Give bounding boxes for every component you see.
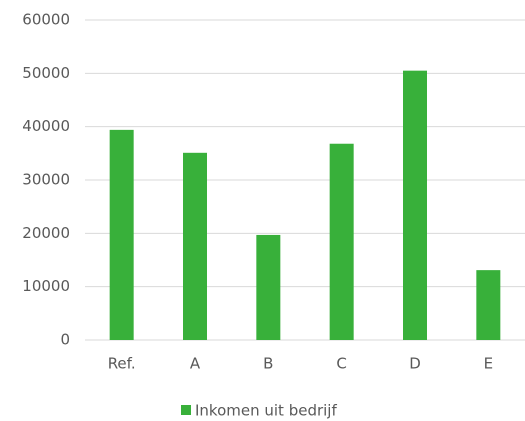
y-tick-label: 30000 — [22, 171, 70, 189]
legend-swatch — [181, 405, 191, 415]
bar — [183, 152, 207, 340]
x-tick-label: D — [409, 355, 421, 373]
bar — [329, 143, 354, 340]
y-tick-label: 10000 — [22, 277, 70, 295]
bar — [109, 129, 134, 340]
x-tick-label: B — [263, 355, 273, 373]
x-tick-label: E — [484, 355, 493, 373]
y-tick-label: 50000 — [22, 64, 70, 82]
bar — [476, 270, 501, 340]
bar — [403, 70, 427, 341]
y-tick-label: 60000 — [22, 11, 70, 29]
y-tick-label: 20000 — [22, 224, 70, 242]
y-tick-label: 40000 — [22, 117, 70, 135]
legend-label: Inkomen uit bedrijf — [195, 402, 337, 420]
bar — [256, 234, 281, 340]
x-tick-label: C — [336, 355, 346, 373]
x-tick-label: Ref. — [108, 355, 136, 373]
y-tick-label: 0 — [60, 331, 70, 349]
x-tick-label: A — [190, 355, 201, 373]
